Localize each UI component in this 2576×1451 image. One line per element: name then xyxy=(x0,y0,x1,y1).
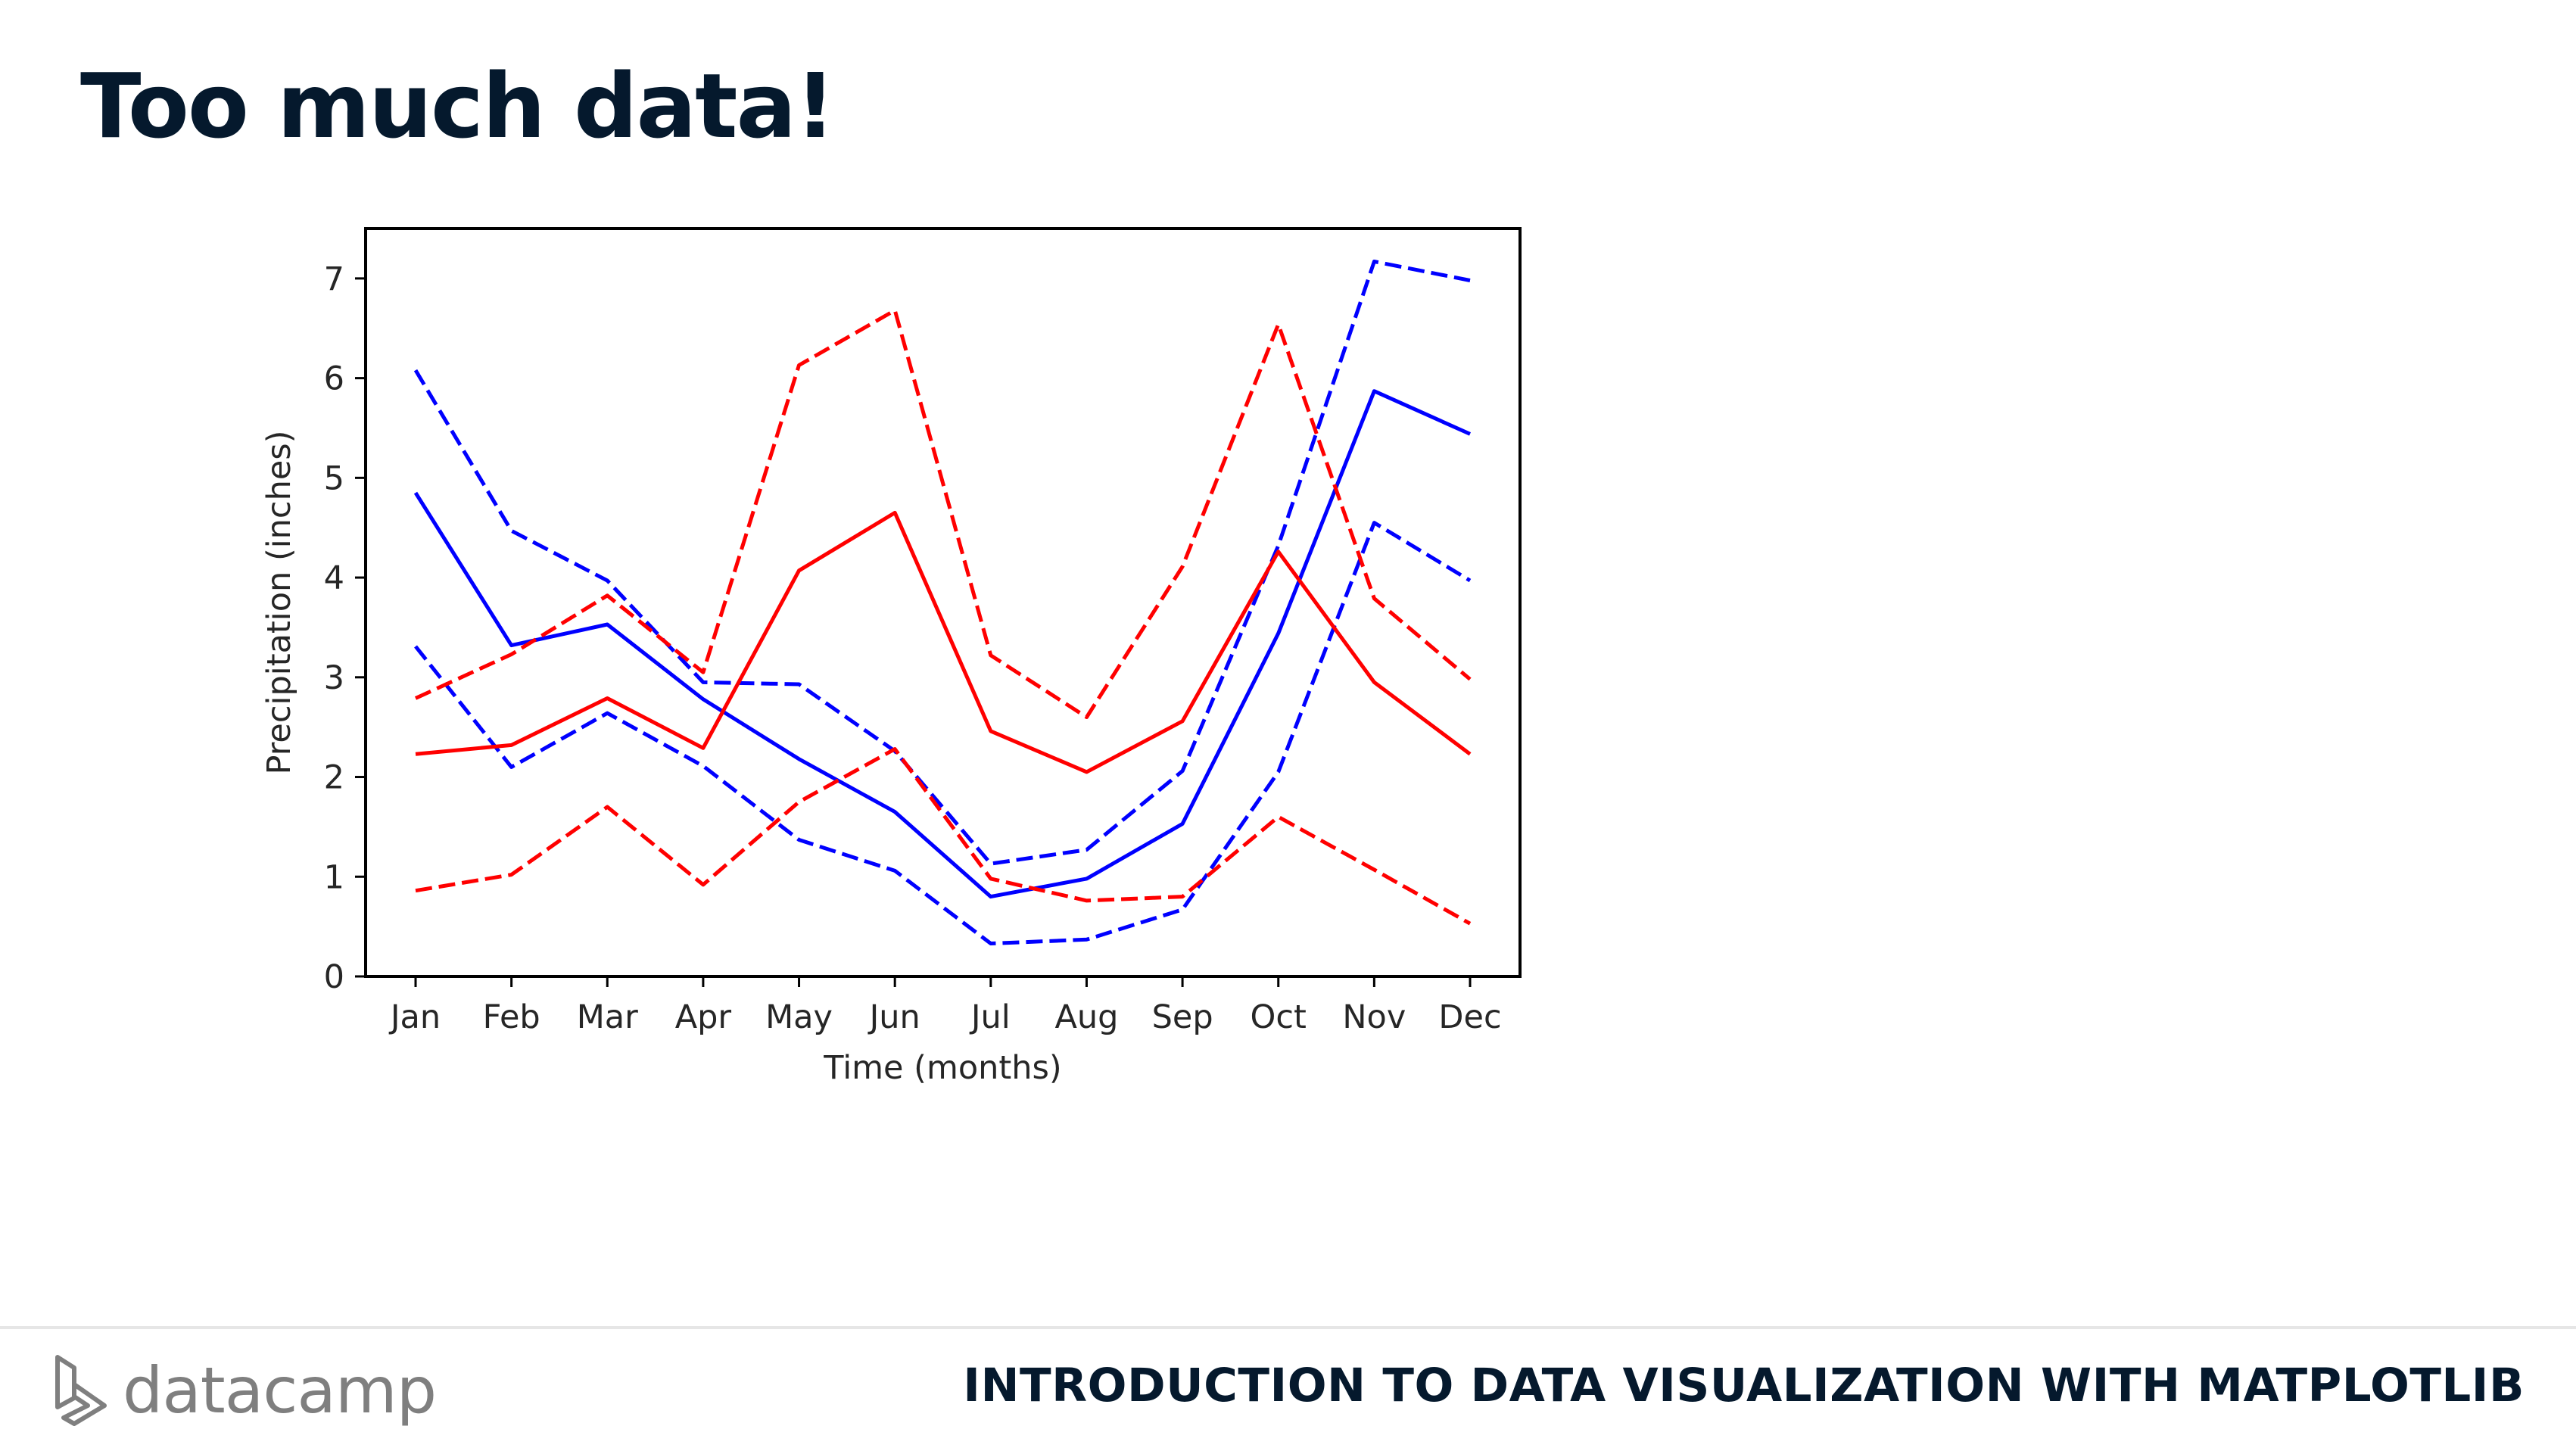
series-layer xyxy=(413,260,1472,945)
datacamp-logo-icon xyxy=(55,1355,107,1426)
x-tick-label: Mar xyxy=(577,998,638,1036)
y-tick-label: 1 xyxy=(324,858,344,896)
x-tick-label: Aug xyxy=(1054,998,1118,1036)
footer-divider xyxy=(0,1326,2576,1329)
x-tick-label: Apr xyxy=(675,998,732,1036)
x-tick-label: Feb xyxy=(483,998,540,1036)
series-line-4 xyxy=(415,510,1472,774)
brand-name: datacamp xyxy=(123,1353,437,1428)
series-line-5 xyxy=(414,308,1472,719)
precipitation-line-chart: 0 1 2 3 4 5 6 7 Jan Feb Mar Apr May Jun Jul Aug Sep Oct N… xyxy=(260,227,1522,1087)
x-tick-label: Nov xyxy=(1342,998,1406,1036)
y-tick-label: 2 xyxy=(324,759,344,797)
series-line-6 xyxy=(415,747,1472,926)
x-axis-ticks: Jan Feb Mar Apr May Jun Jul Aug Sep Oct Nov Dec xyxy=(388,976,1502,1036)
y-axis-label: Precipitation (inches) xyxy=(260,431,298,775)
x-axis-label: Time (months) xyxy=(823,1049,1061,1087)
series-line-1 xyxy=(413,389,1472,899)
y-tick-label: 3 xyxy=(324,659,344,697)
x-tick-label: Jan xyxy=(388,998,441,1036)
x-tick-label: Jul xyxy=(969,998,1011,1036)
datacamp-logo[interactable]: datacamp xyxy=(51,1349,437,1432)
x-tick-label: May xyxy=(765,998,833,1036)
y-tick-label: 6 xyxy=(324,360,344,398)
chart-container: 0 1 2 3 4 5 6 7 Jan Feb Mar Apr May Jun Jul Aug Sep Oct N… xyxy=(260,227,1522,1087)
y-tick-label: 7 xyxy=(324,260,344,298)
x-tick-label: Dec xyxy=(1438,998,1501,1036)
x-tick-label: Sep xyxy=(1152,998,1213,1036)
course-title: INTRODUCTION TO DATA VISUALIZATION WITH … xyxy=(963,1359,2525,1412)
y-tick-label: 4 xyxy=(324,559,344,597)
x-tick-label: Jun xyxy=(867,998,920,1036)
slide-title: Too much data! xyxy=(80,54,836,158)
series-line-3 xyxy=(414,521,1472,945)
y-tick-label: 5 xyxy=(324,459,344,497)
y-axis-ticks: 0 1 2 3 4 5 6 7 xyxy=(324,260,366,996)
plot-frame xyxy=(364,227,1522,978)
y-tick-label: 0 xyxy=(324,958,344,996)
x-tick-label: Oct xyxy=(1251,998,1307,1036)
series-line-2 xyxy=(413,260,1471,866)
